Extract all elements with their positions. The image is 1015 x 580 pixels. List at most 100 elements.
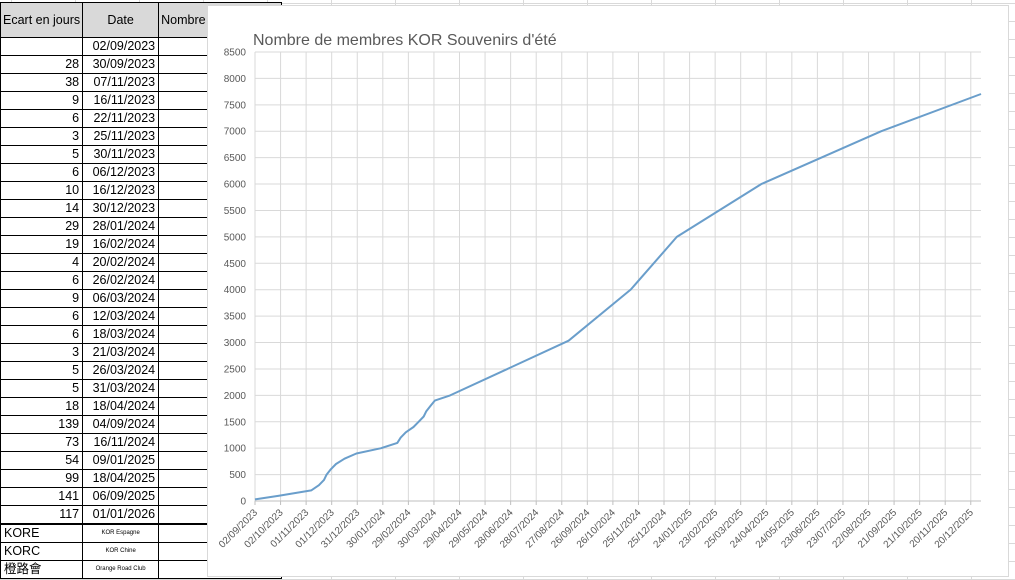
cell-gap[interactable]: 6 bbox=[0, 163, 84, 182]
cell-gap[interactable]: 9 bbox=[0, 289, 84, 308]
cell-gap[interactable]: 38 bbox=[0, 73, 84, 92]
cell-date[interactable]: 16/02/2024 bbox=[82, 235, 160, 254]
cell-gap[interactable]: 28 bbox=[0, 55, 84, 74]
cell-gap[interactable]: 29 bbox=[0, 217, 84, 236]
cell-gap[interactable]: 117 bbox=[0, 505, 84, 525]
data-point bbox=[278, 495, 280, 497]
cell-date[interactable]: 18/03/2024 bbox=[82, 325, 160, 344]
data-point bbox=[417, 421, 419, 423]
cell-gap[interactable]: 6 bbox=[0, 109, 84, 128]
cell-date[interactable]: 16/11/2023 bbox=[82, 91, 160, 110]
data-point bbox=[310, 489, 312, 491]
cell-gap[interactable]: 6 bbox=[0, 307, 84, 326]
header-gap[interactable]: Ecart en jours bbox=[0, 2, 84, 38]
cell-date[interactable]: 16/11/2024 bbox=[82, 433, 160, 452]
data-point bbox=[434, 399, 436, 401]
cell-gap[interactable]: 3 bbox=[0, 343, 84, 362]
y-tick-label: 2500 bbox=[224, 364, 247, 375]
cell-date[interactable]: 21/03/2024 bbox=[82, 343, 160, 362]
cell-gap[interactable]: 5 bbox=[0, 145, 84, 164]
header-date[interactable]: Date bbox=[82, 2, 160, 38]
cell-gap[interactable]: 10 bbox=[0, 181, 84, 200]
chart-plot: 0 500 1000 1500 2000 2500 3000 3500 4000 4500 5000… bbox=[217, 48, 982, 551]
data-point bbox=[323, 479, 325, 481]
cell-date[interactable]: 04/09/2024 bbox=[82, 415, 160, 434]
y-tick-label: 3000 bbox=[224, 338, 247, 349]
data-point bbox=[412, 426, 414, 428]
y-tick-label: 7500 bbox=[224, 100, 247, 111]
cell-date[interactable]: 26/03/2024 bbox=[82, 361, 160, 380]
cell-date[interactable]: 07/11/2023 bbox=[82, 73, 160, 92]
data-point bbox=[343, 458, 345, 460]
cell-date[interactable]: 18/04/2024 bbox=[82, 397, 160, 416]
cell-gap[interactable]: 4 bbox=[0, 253, 84, 272]
y-tick-label: 1000 bbox=[224, 444, 247, 455]
cell-group-label[interactable]: KORC bbox=[0, 542, 84, 561]
cell-gap[interactable]: 54 bbox=[0, 451, 84, 470]
data-point bbox=[380, 447, 382, 449]
data-point bbox=[630, 288, 632, 290]
cell-gap[interactable]: 5 bbox=[0, 379, 84, 398]
cell-gap[interactable]: 139 bbox=[0, 415, 84, 434]
cell-group-name[interactable]: Orange Road Club bbox=[82, 560, 160, 579]
cell-date[interactable]: 22/11/2023 bbox=[82, 109, 160, 128]
y-tick-label: 6000 bbox=[224, 180, 247, 191]
chart[interactable]: Nombre de membres KOR Souvenirs d'été 0 5… bbox=[207, 5, 1009, 577]
y-tick-label: 4000 bbox=[224, 285, 247, 296]
cell-date[interactable]: 31/03/2024 bbox=[82, 379, 160, 398]
data-point bbox=[423, 415, 425, 417]
cell-date[interactable]: 30/12/2023 bbox=[82, 199, 160, 218]
y-tick-label: 5500 bbox=[224, 206, 247, 217]
cell-date[interactable]: 06/03/2024 bbox=[82, 289, 160, 308]
y-tick-label: 8500 bbox=[224, 48, 247, 59]
cell-gap[interactable]: 5 bbox=[0, 361, 84, 380]
cell-date[interactable]: 16/12/2023 bbox=[82, 181, 160, 200]
cell-date[interactable]: 30/09/2023 bbox=[82, 55, 160, 74]
cell-gap[interactable]: 99 bbox=[0, 469, 84, 488]
cell-date[interactable]: 30/11/2023 bbox=[82, 145, 160, 164]
cell-gap[interactable]: 6 bbox=[0, 325, 84, 344]
data-point bbox=[400, 436, 402, 438]
cell-date[interactable]: 25/11/2023 bbox=[82, 127, 160, 146]
cell-group-name[interactable]: KOR Chine bbox=[82, 542, 160, 561]
chart-title: Nombre de membres KOR Souvenirs d'été bbox=[253, 32, 557, 49]
cell-gap[interactable]: 9 bbox=[0, 91, 84, 110]
y-tick-label: 8000 bbox=[224, 74, 247, 85]
cell-group-label[interactable]: KORE bbox=[0, 523, 84, 543]
data-point bbox=[980, 93, 982, 95]
data-point bbox=[254, 498, 256, 500]
data-point bbox=[567, 339, 569, 341]
cell-date[interactable]: 18/04/2025 bbox=[82, 469, 160, 488]
cell-gap[interactable]: 73 bbox=[0, 433, 84, 452]
y-tick-label: 4500 bbox=[224, 259, 247, 270]
cell-date[interactable]: 01/01/2026 bbox=[82, 505, 160, 525]
data-point bbox=[449, 394, 451, 396]
cell-date[interactable]: 28/01/2024 bbox=[82, 217, 160, 236]
cell-date[interactable]: 06/09/2025 bbox=[82, 487, 160, 506]
cell-date[interactable]: 26/02/2024 bbox=[82, 271, 160, 290]
cell-gap[interactable]: 14 bbox=[0, 199, 84, 218]
cell-date[interactable]: 09/01/2025 bbox=[82, 451, 160, 470]
data-point bbox=[330, 468, 332, 470]
cell-gap[interactable]: 141 bbox=[0, 487, 84, 506]
data-point bbox=[335, 463, 337, 465]
y-tick-label: 0 bbox=[240, 497, 246, 508]
data-point bbox=[760, 183, 762, 185]
cell-group-name[interactable]: KOR Espagne bbox=[82, 523, 160, 543]
cell-gap[interactable]: 6 bbox=[0, 271, 84, 290]
cell-date[interactable]: 06/12/2023 bbox=[82, 163, 160, 182]
cell-gap[interactable] bbox=[0, 37, 84, 56]
data-point bbox=[396, 442, 398, 444]
data-point bbox=[318, 484, 320, 486]
cell-group-label[interactable]: 橙路會 bbox=[0, 560, 84, 579]
cell-date[interactable]: 12/03/2024 bbox=[82, 307, 160, 326]
table-row: 618/03/20241600 bbox=[0, 325, 282, 344]
cell-gap[interactable]: 3 bbox=[0, 127, 84, 146]
data-point bbox=[880, 130, 882, 132]
cell-gap[interactable]: 19 bbox=[0, 235, 84, 254]
cell-gap[interactable]: 18 bbox=[0, 397, 84, 416]
y-tick-label: 7000 bbox=[224, 127, 247, 138]
cell-date[interactable]: 20/02/2024 bbox=[82, 253, 160, 272]
data-point bbox=[355, 452, 357, 454]
cell-date[interactable]: 02/09/2023 bbox=[82, 37, 160, 56]
